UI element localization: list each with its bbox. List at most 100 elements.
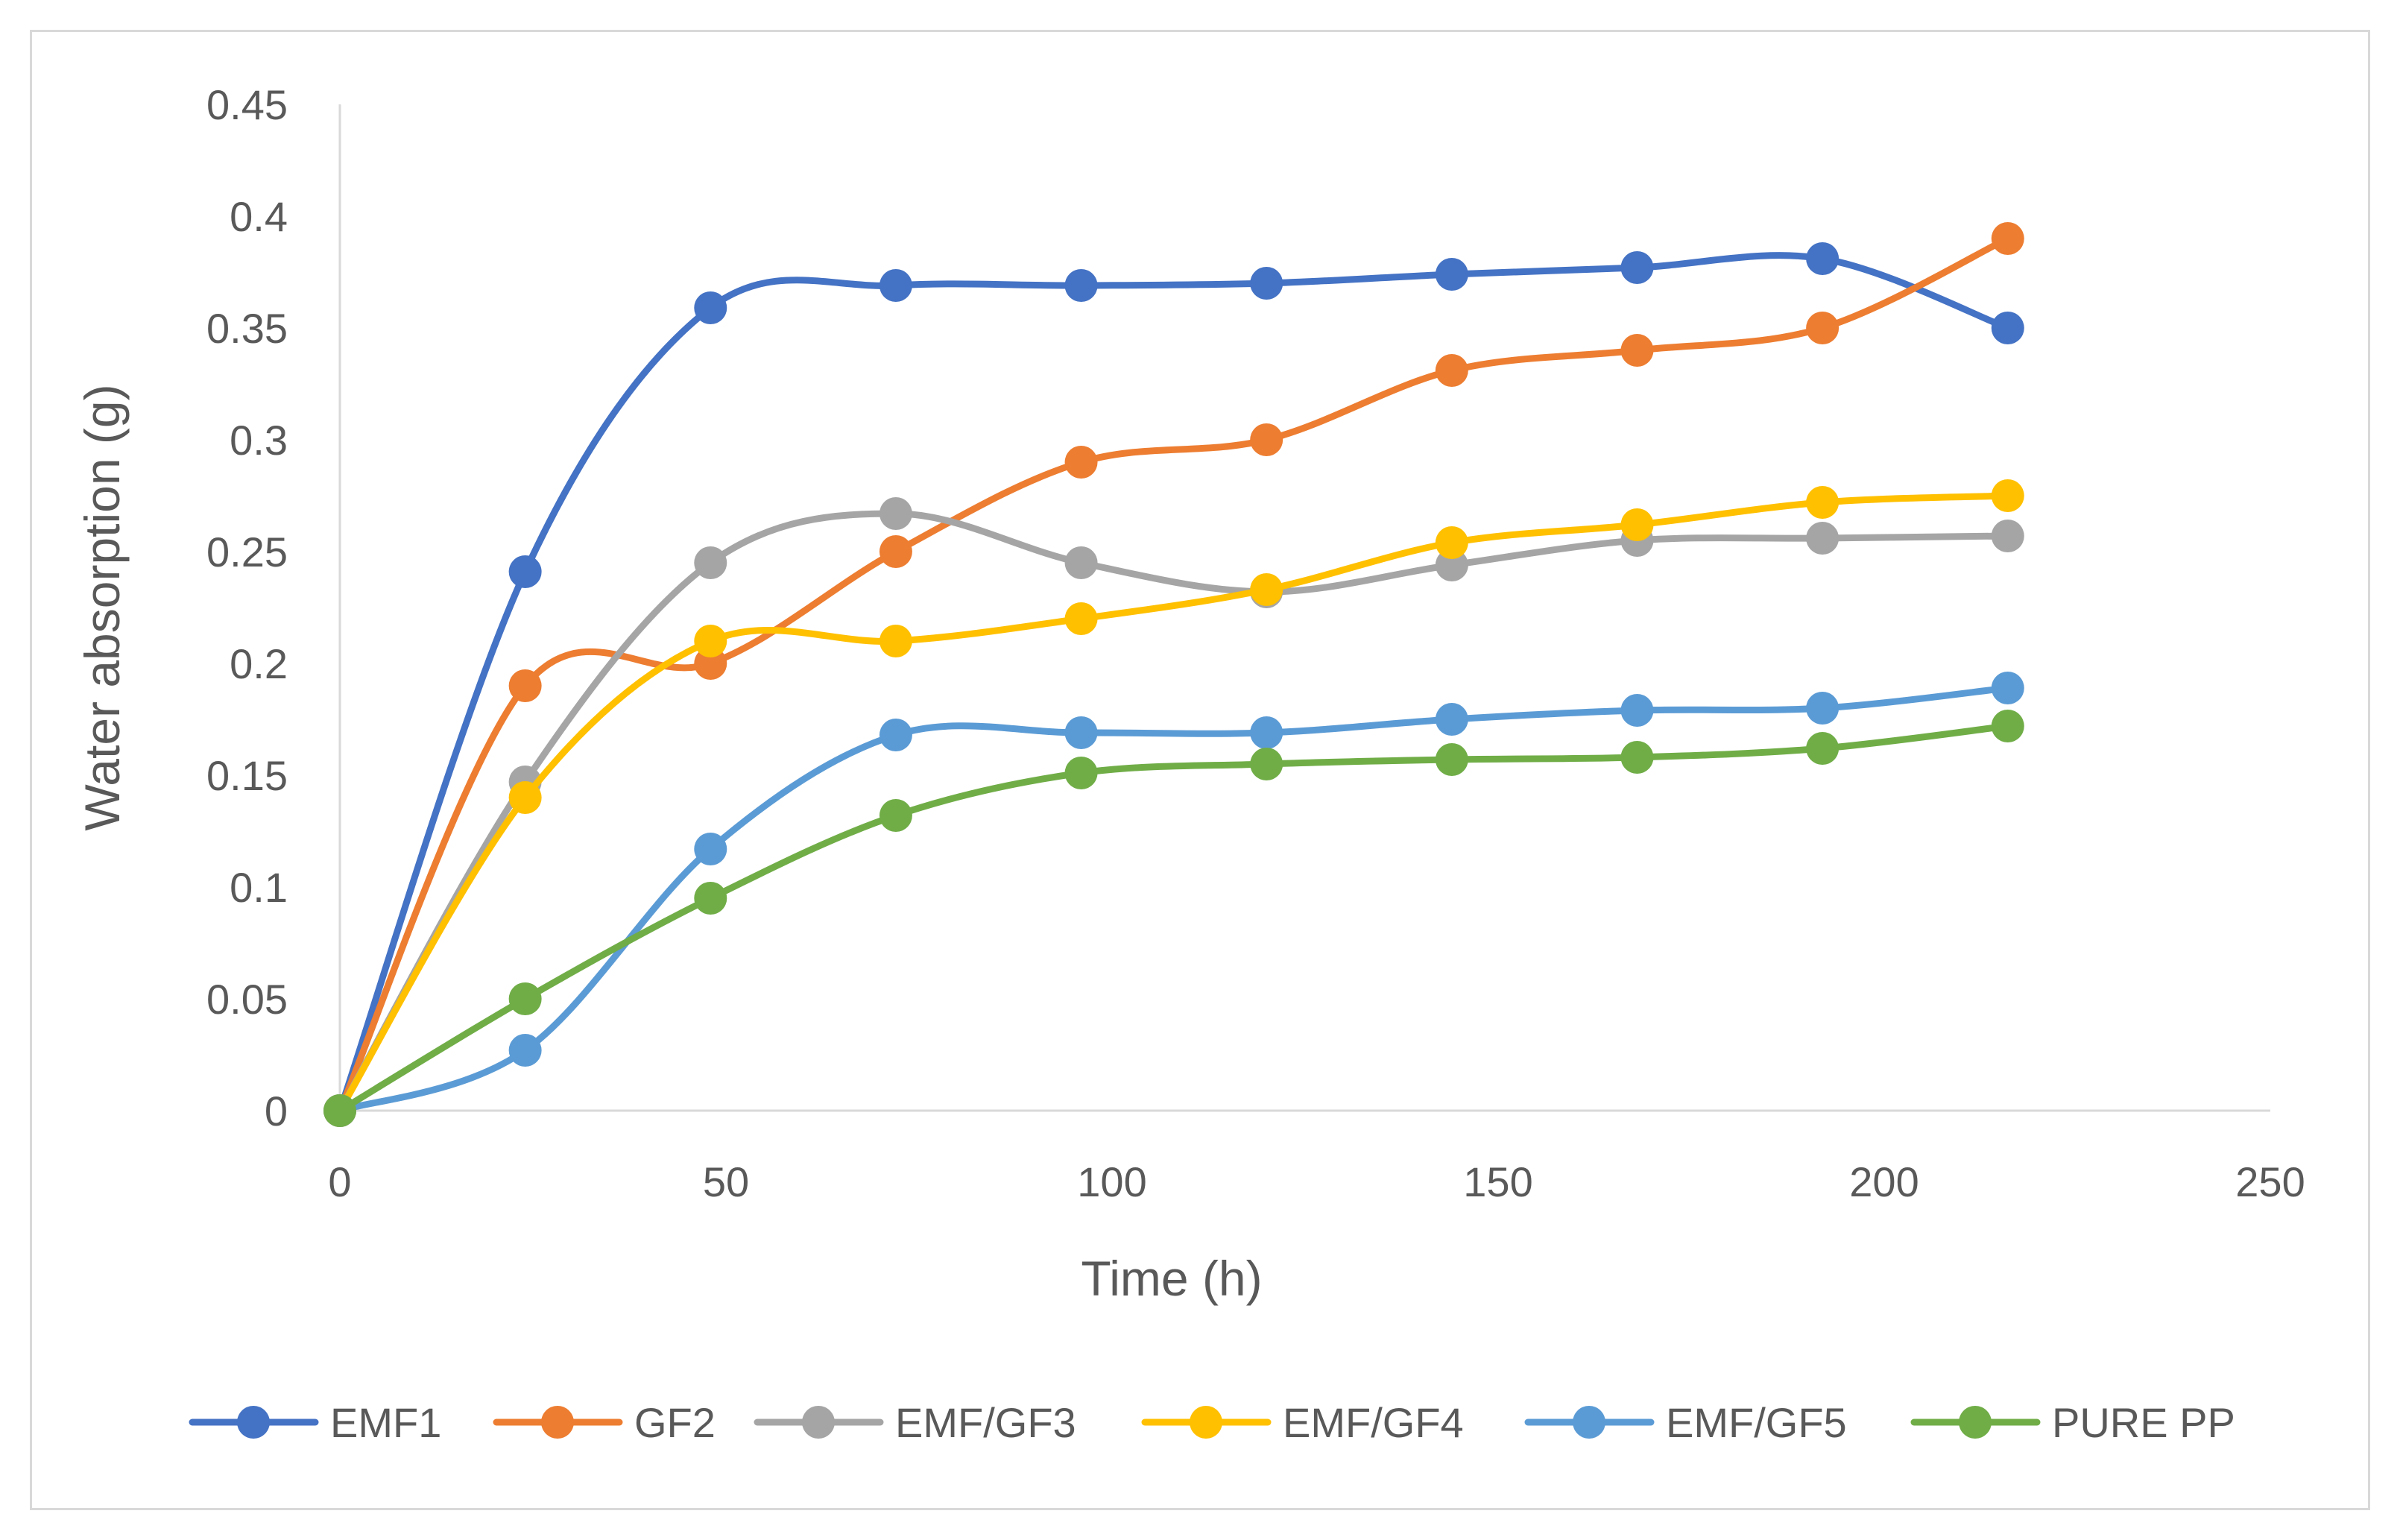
legend-marker xyxy=(1573,1406,1605,1439)
legend-item-gf2: GF2 xyxy=(493,1399,716,1446)
y-tick-label: 0.4 xyxy=(230,193,288,240)
data-point-emf-gf4 xyxy=(508,781,542,814)
legend-item-emf1: EMF1 xyxy=(189,1399,441,1446)
legend-item-emf-gf5: EMF/GF5 xyxy=(1524,1399,1847,1446)
data-point-emf-gf5 xyxy=(1064,716,1098,749)
data-point-pure-pp xyxy=(1250,748,1283,780)
y-tick-label: 0.2 xyxy=(230,640,288,687)
data-point-emf-gf5 xyxy=(508,1034,542,1067)
data-point-pure-pp xyxy=(1435,743,1468,776)
data-point-gf2 xyxy=(1064,446,1098,479)
x-tick-label: 150 xyxy=(1463,1158,1532,1205)
data-point-emf-gf5 xyxy=(879,719,912,751)
data-point-pure-pp xyxy=(1991,710,2024,742)
x-tick-label: 0 xyxy=(328,1158,351,1205)
data-point-emf-gf4 xyxy=(1435,526,1468,559)
data-point-gf2 xyxy=(1991,222,2024,255)
data-point-gf2 xyxy=(508,669,542,702)
legend-item-emf-gf4: EMF/GF4 xyxy=(1141,1399,1464,1446)
data-point-emf-gf4 xyxy=(1806,486,1840,519)
data-point-pure-pp xyxy=(1620,741,1654,774)
x-tick-label: 100 xyxy=(1077,1158,1146,1205)
y-tick-label: 0.3 xyxy=(230,417,288,464)
data-point-pure-pp xyxy=(508,982,542,1015)
legend-marker xyxy=(541,1406,574,1439)
legend-label: EMF/GF5 xyxy=(1666,1399,1847,1446)
data-point-emf-gf5 xyxy=(1806,692,1840,725)
legend-marker xyxy=(1190,1406,1222,1439)
series-emf-gf4 xyxy=(323,479,2024,1127)
y-tick-label: 0.35 xyxy=(206,305,288,352)
y-tick-label: 0.1 xyxy=(230,864,288,911)
legend-marker xyxy=(802,1406,835,1439)
y-axis-title: Water absorption (g) xyxy=(75,384,130,830)
legend-label: EMF/GF4 xyxy=(1283,1399,1464,1446)
y-tick-label: 0.05 xyxy=(206,976,288,1023)
data-point-emf-gf5 xyxy=(1435,703,1468,736)
legend-marker xyxy=(237,1406,270,1439)
series-line-pure-pp xyxy=(336,722,2012,1114)
data-point-emf-gf5 xyxy=(1620,694,1654,727)
data-point-emf-gf4 xyxy=(1620,508,1654,541)
data-point-emf-gf5 xyxy=(1250,716,1283,749)
data-point-emf-gf4 xyxy=(1991,479,2024,512)
data-point-gf2 xyxy=(1250,423,1283,456)
x-axis-title: Time (h) xyxy=(1081,1251,1262,1306)
chart-area xyxy=(30,30,2370,1510)
data-point-emf1 xyxy=(1620,251,1654,284)
legend-label: EMF1 xyxy=(330,1399,441,1446)
data-point-emf1 xyxy=(1991,312,2024,344)
data-point-emf-gf4 xyxy=(1064,602,1098,635)
data-point-emf-gf3 xyxy=(1064,546,1098,579)
data-point-emf-gf4 xyxy=(879,625,912,657)
y-tick-label: 0.25 xyxy=(206,528,288,575)
data-point-pure-pp xyxy=(1806,732,1840,765)
y-tick-label: 0.15 xyxy=(206,752,288,799)
series-gf2 xyxy=(323,222,2024,1127)
legend-label: PURE PP xyxy=(2052,1399,2235,1446)
axes xyxy=(338,104,2270,1112)
data-point-emf1 xyxy=(694,291,727,324)
data-point-gf2 xyxy=(1620,334,1654,367)
data-point-emf1 xyxy=(1064,269,1098,302)
data-point-emf-gf5 xyxy=(694,833,727,865)
data-point-pure-pp xyxy=(323,1094,356,1127)
data-point-pure-pp xyxy=(1064,757,1098,789)
legend-marker xyxy=(1959,1406,1992,1439)
series-line-emf-gf5 xyxy=(336,684,2012,1114)
data-point-emf1 xyxy=(879,269,912,302)
data-point-emf1 xyxy=(1806,242,1840,275)
series-pure-pp xyxy=(323,710,2024,1127)
y-tick-label: 0.45 xyxy=(206,81,288,128)
data-point-pure-pp xyxy=(694,882,727,915)
data-point-emf-gf5 xyxy=(1991,672,2024,704)
data-point-emf-gf3 xyxy=(879,497,912,530)
x-tick-label: 250 xyxy=(2235,1158,2305,1205)
tick-labels: 0 0.05 0.1 0.15 0.2 0.25 0.3 0.35 0.4 0.45 0 50 100 1… xyxy=(206,81,2305,1205)
x-tick-label: 200 xyxy=(1849,1158,1919,1205)
data-point-gf2 xyxy=(1806,312,1840,344)
series-line-emf-gf3 xyxy=(336,510,2012,1114)
plot-series xyxy=(323,222,2024,1127)
data-point-gf2 xyxy=(879,535,912,568)
data-point-pure-pp xyxy=(879,799,912,832)
data-point-emf-gf4 xyxy=(694,625,727,657)
legend: EMF1 GF2 EMF/GF3 EMF/GF4 EMF/GF5 PURE PP xyxy=(189,1399,2235,1446)
x-tick-label: 50 xyxy=(703,1158,749,1205)
series-emf-gf3 xyxy=(323,497,2024,1127)
data-point-gf2 xyxy=(1435,354,1468,387)
data-point-emf-gf3 xyxy=(1991,520,2024,552)
series-line-gf2 xyxy=(336,235,2012,1114)
legend-item-pure-pp: PURE PP xyxy=(1910,1399,2235,1446)
data-point-emf1 xyxy=(1250,267,1283,300)
data-point-emf1 xyxy=(508,555,542,588)
data-point-emf1 xyxy=(1435,258,1468,291)
data-point-emf-gf3 xyxy=(694,546,727,579)
series-emf1 xyxy=(323,242,2024,1127)
legend-label: GF2 xyxy=(634,1399,716,1446)
series-line-emf-gf4 xyxy=(336,492,2012,1114)
legend-label: EMF/GF3 xyxy=(895,1399,1076,1446)
data-point-emf-gf3 xyxy=(1806,522,1840,555)
legend-item-emf-gf3: EMF/GF3 xyxy=(754,1399,1076,1446)
